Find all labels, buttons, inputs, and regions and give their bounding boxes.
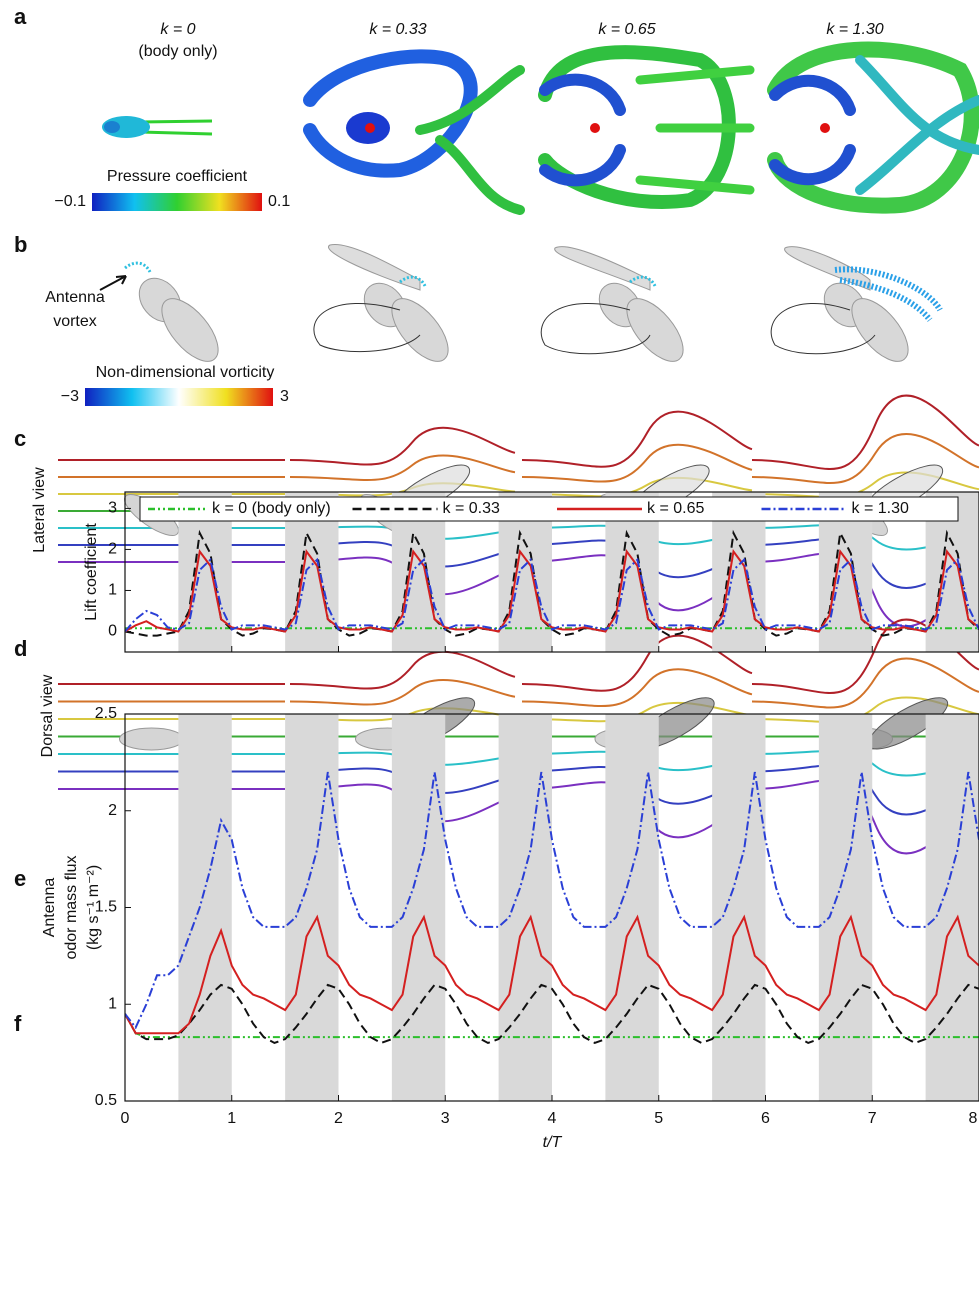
x-tick-label: 0 (121, 1110, 130, 1127)
y-tick-label: 3 (108, 500, 117, 517)
x-tick-label: 2 (334, 1110, 343, 1127)
series-line (125, 914, 979, 1035)
colorbar-title: Pressure coefficient (107, 168, 248, 185)
x-tick-label: 1 (227, 1110, 236, 1127)
x-tick-label: 6 (761, 1110, 770, 1127)
y-tick-label: 0.5 (95, 1092, 117, 1109)
y-axis-label: Lift coefficient (83, 523, 100, 621)
shaded-interval (285, 714, 339, 1101)
y-tick-label: 1.5 (95, 899, 117, 916)
shaded-interval (178, 714, 232, 1101)
colorbar-label: 0.1 (268, 193, 290, 210)
column-subheader: (body only) (138, 43, 217, 60)
streamline (289, 650, 516, 690)
y-tick-label: 1 (108, 582, 117, 599)
x-tick-label: 8 (969, 1110, 978, 1127)
x-tick-label: 3 (441, 1110, 450, 1127)
plot-frame (124, 713, 979, 1102)
shaded-interval (498, 714, 552, 1101)
annotation: vortex (53, 313, 97, 330)
legend-label: k = 0.33 (443, 500, 500, 517)
y-axis-label: Antenna (41, 878, 58, 938)
vortex-render (303, 41, 979, 215)
streamline (521, 443, 753, 483)
y-tick-label: 1 (108, 995, 117, 1012)
legend-label: k = 0 (body only) (212, 500, 331, 517)
x-tick-label: 7 (868, 1110, 877, 1127)
panel-letter: d (14, 636, 27, 661)
y-tick-label: 2 (108, 802, 117, 819)
streamline (751, 657, 979, 709)
y-tick-label: 0 (108, 623, 117, 640)
colorbar-label: −3 (61, 388, 79, 405)
column-header: k = 1.30 (826, 21, 883, 38)
colorbar (85, 388, 273, 406)
streamline (751, 696, 979, 723)
series-line (125, 557, 979, 633)
y-axis-label: odor mass flux (63, 855, 80, 959)
streamline (751, 433, 979, 484)
x-tick-label: 5 (654, 1110, 663, 1127)
colorbar-label: 3 (280, 388, 289, 405)
streamline (289, 679, 516, 706)
column-header: k = 0.65 (598, 21, 655, 38)
side-label: Lateral view (31, 467, 48, 553)
x-axis-label: t/T (543, 1134, 563, 1151)
streamline (289, 454, 516, 481)
legend-label: k = 0.65 (647, 500, 704, 517)
panel-letter: f (14, 1011, 22, 1036)
arrow (99, 275, 127, 291)
plot-frame (124, 491, 979, 653)
y-tick-label: 2.5 (95, 705, 117, 722)
streamline (751, 394, 979, 470)
y-tick-label: 2 (108, 541, 117, 558)
colorbar (92, 193, 262, 211)
column-header: k = 0 (160, 21, 195, 38)
series-line (125, 549, 979, 633)
series-line (125, 1013, 979, 1039)
insect-body (119, 727, 184, 751)
panel-letter: b (14, 232, 27, 257)
streamline (521, 668, 753, 707)
streamline (289, 707, 516, 722)
insect-render (124, 243, 943, 362)
streamline (289, 426, 516, 466)
shaded-interval (391, 714, 446, 1101)
side-label: Dorsal view (39, 674, 56, 757)
streamline (521, 476, 753, 498)
shaded-interval (712, 714, 766, 1101)
annotation: Antenna (45, 289, 105, 306)
streamline (521, 634, 753, 692)
streamline (521, 701, 753, 723)
series-line (125, 983, 979, 1045)
series-line (125, 771, 979, 1030)
y-axis-label: (kg s⁻¹ m⁻²) (85, 865, 102, 950)
column-header: k = 0.33 (369, 21, 426, 38)
shaded-interval (925, 714, 979, 1101)
panel-letter: e (14, 866, 26, 891)
panel-letter: c (14, 426, 26, 451)
x-tick-label: 4 (548, 1110, 557, 1127)
streamline (521, 410, 753, 468)
colorbar-title: Non-dimensional vorticity (96, 364, 275, 381)
legend-box (139, 496, 959, 522)
shaded-interval (605, 714, 659, 1101)
streamline (751, 471, 979, 498)
panel-letter: a (14, 4, 27, 29)
colorbar-label: −0.1 (54, 193, 86, 210)
shaded-interval (818, 714, 873, 1101)
body-only-render (102, 116, 213, 138)
legend-label: k = 1.30 (852, 500, 909, 517)
